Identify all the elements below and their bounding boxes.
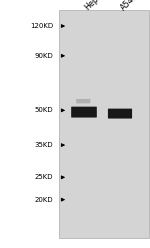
Text: 50KD: 50KD	[35, 107, 53, 113]
Text: 20KD: 20KD	[35, 197, 53, 203]
FancyBboxPatch shape	[71, 107, 97, 118]
Text: HepG2: HepG2	[82, 0, 108, 12]
Text: 120KD: 120KD	[30, 23, 53, 29]
Bar	[59, 10, 149, 238]
Text: A549: A549	[118, 0, 140, 12]
FancyBboxPatch shape	[108, 109, 132, 119]
Text: 90KD: 90KD	[34, 53, 53, 59]
Text: 25KD: 25KD	[35, 174, 53, 180]
Text: 35KD: 35KD	[35, 142, 53, 148]
FancyBboxPatch shape	[76, 99, 90, 103]
